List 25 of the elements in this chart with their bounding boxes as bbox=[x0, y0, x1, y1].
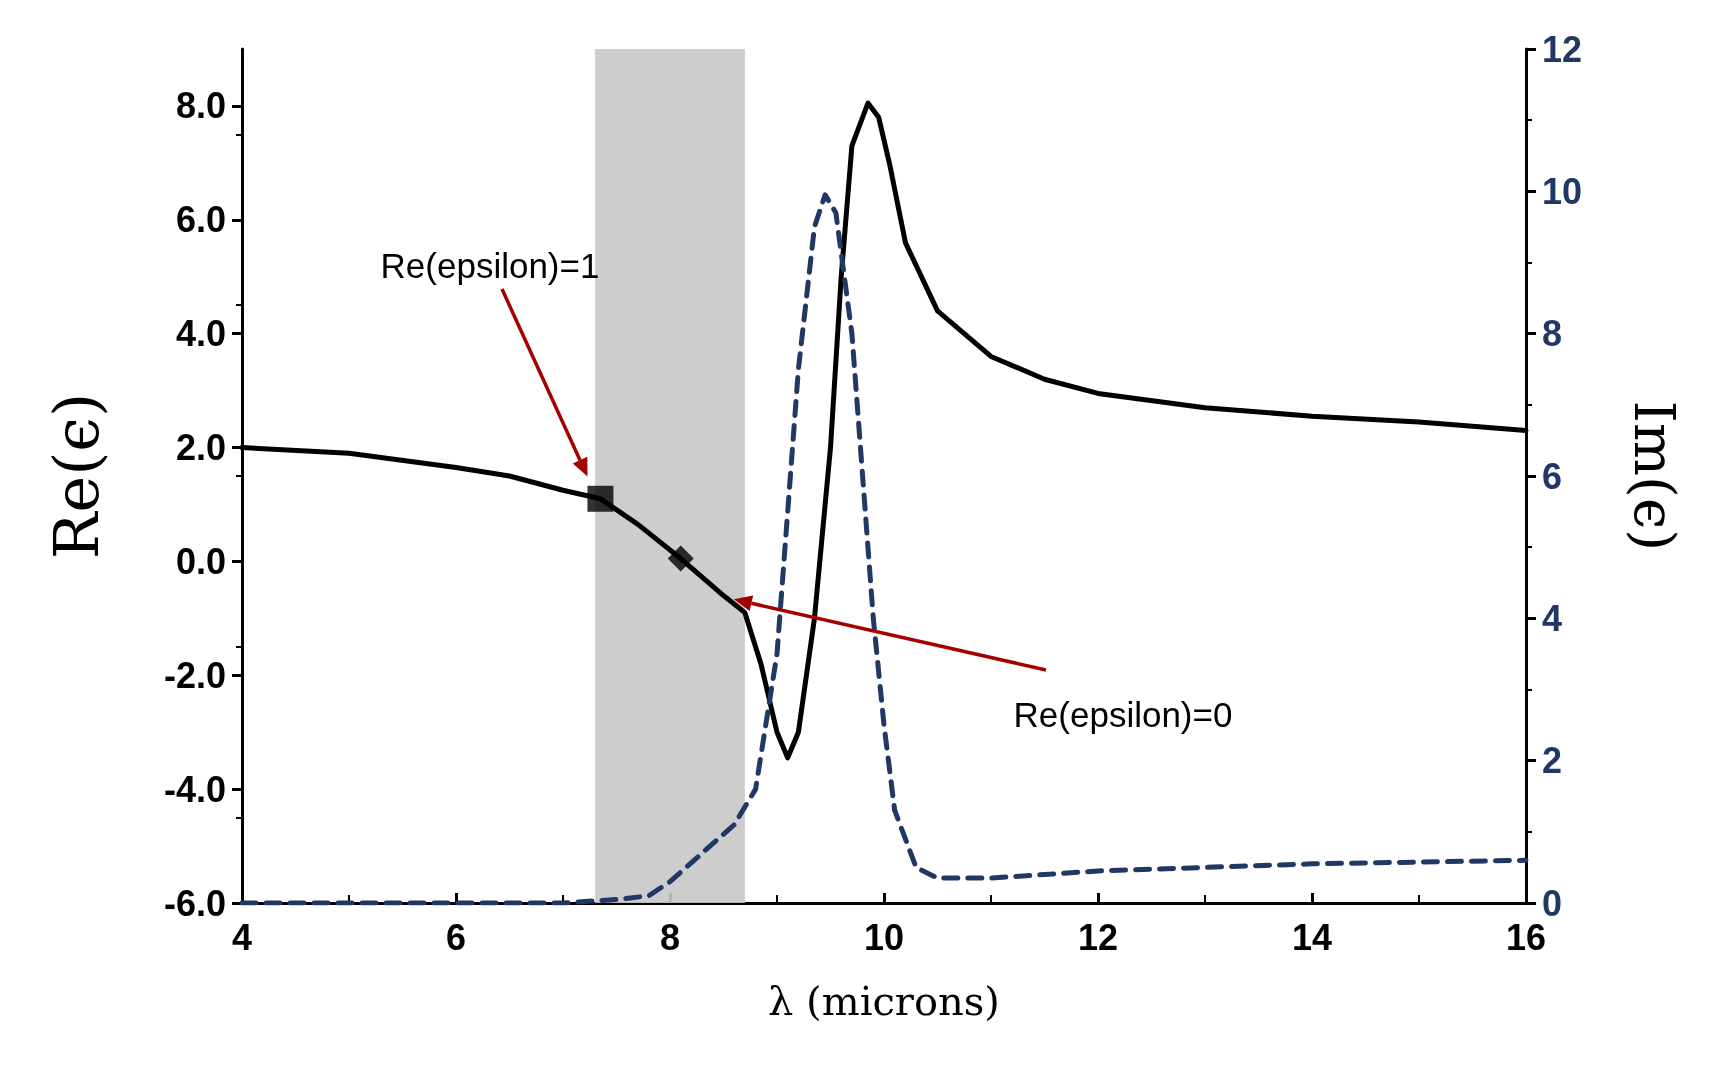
y-tick-label: 2.0 bbox=[175, 427, 226, 469]
y-tick-label: -2.0 bbox=[163, 654, 226, 696]
y2-tick-label: 2 bbox=[1542, 740, 1563, 782]
y-tick-label: 6.0 bbox=[175, 199, 226, 241]
x-tick-label: 6 bbox=[445, 916, 467, 958]
y-axis-title: Re(ϵ) bbox=[39, 392, 113, 560]
y2-tick-label: 12 bbox=[1542, 28, 1583, 70]
y-tick-label: 8.0 bbox=[175, 85, 226, 127]
y-tick-label: 4.0 bbox=[175, 313, 226, 355]
y2-axis-title: Im(ϵ) bbox=[1621, 400, 1687, 552]
y-tick-label: -6.0 bbox=[163, 882, 226, 924]
annotation: Re(epsilon)=1 bbox=[380, 245, 600, 285]
y-tick-label: -4.0 bbox=[163, 768, 226, 810]
x-tick-label: 4 bbox=[231, 916, 253, 958]
annotation: Re(epsilon)=0 bbox=[1013, 694, 1233, 734]
y2-tick-label: 8 bbox=[1542, 313, 1563, 355]
y2-tick-label: 6 bbox=[1542, 455, 1563, 497]
y-tick-label: 0.0 bbox=[175, 540, 226, 582]
x-axis-title: λ (microns) bbox=[768, 978, 1000, 1024]
x-tick-label: 10 bbox=[863, 916, 905, 958]
y2-tick-label: 10 bbox=[1542, 170, 1583, 212]
x-tick-label: 8 bbox=[659, 916, 681, 958]
x-tick-label: 14 bbox=[1291, 916, 1333, 958]
x-tick-label: 12 bbox=[1077, 916, 1119, 958]
y2-tick-label: 4 bbox=[1542, 597, 1563, 639]
